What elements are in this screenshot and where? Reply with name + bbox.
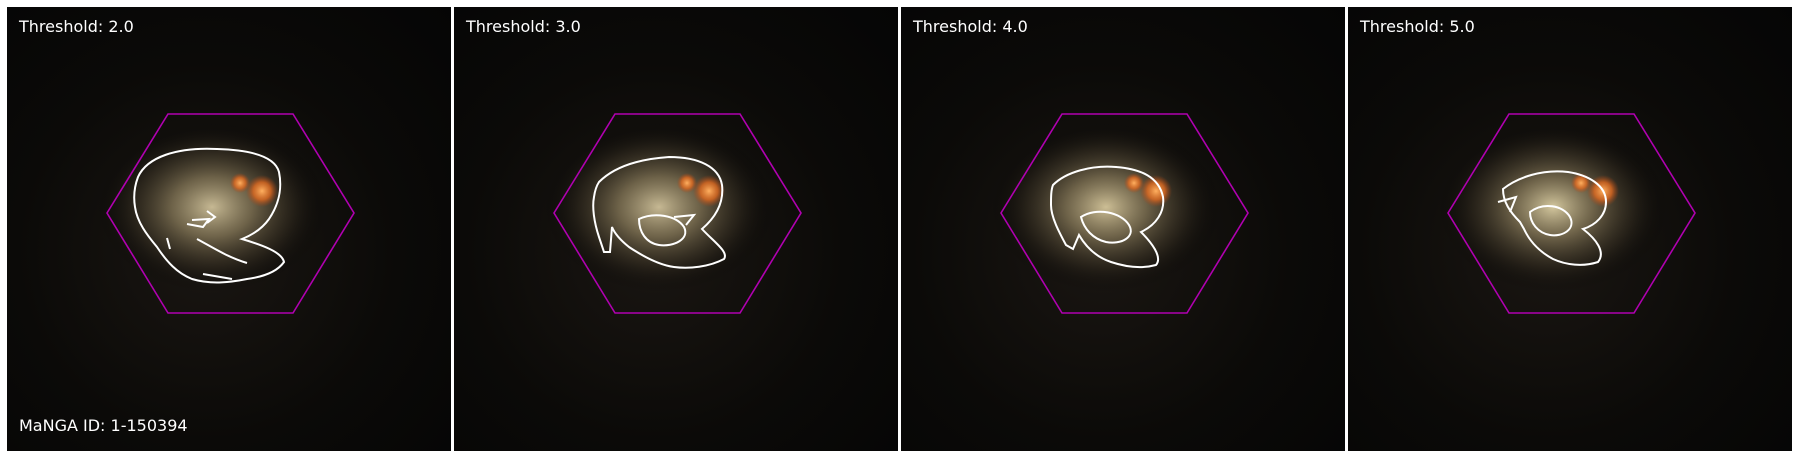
ifu-hexagon [1447, 113, 1696, 314]
ifu-hexagon [106, 113, 355, 314]
galaxy-image [1438, 113, 1696, 314]
galaxy-panel-3: Threshold: 4.0 [901, 7, 1345, 451]
contour [1049, 165, 1165, 269]
galaxy-image [991, 113, 1249, 314]
galaxy-panel-1: Threshold: 2.0 MaNGA ID: 1-150394 [7, 7, 451, 451]
ifu-hexagon [553, 113, 802, 314]
contour [1497, 170, 1608, 266]
bright-knot [693, 175, 725, 207]
threshold-label: Threshold: 4.0 [913, 17, 1028, 36]
galaxy-glow [544, 122, 774, 292]
galaxy-glow [97, 122, 327, 292]
threshold-label: Threshold: 5.0 [1360, 17, 1475, 36]
threshold-label: Threshold: 2.0 [19, 17, 134, 36]
manga-id-label: MaNGA ID: 1-150394 [19, 416, 188, 435]
bright-knot [677, 173, 697, 193]
galaxy-panel-2: Threshold: 3.0 [454, 7, 898, 451]
contour [592, 155, 726, 269]
galaxy-glow [991, 122, 1221, 292]
galaxy-panel-4: Threshold: 5.0 [1348, 7, 1792, 451]
galaxy-image [544, 113, 802, 314]
contour [133, 147, 286, 284]
bright-knot [1140, 175, 1172, 207]
galaxy-image [97, 113, 355, 314]
ifu-hexagon [1000, 113, 1249, 314]
bright-knot [230, 173, 250, 193]
bright-knot [246, 175, 278, 207]
bright-knot [1124, 173, 1144, 193]
threshold-label: Threshold: 3.0 [466, 17, 581, 36]
